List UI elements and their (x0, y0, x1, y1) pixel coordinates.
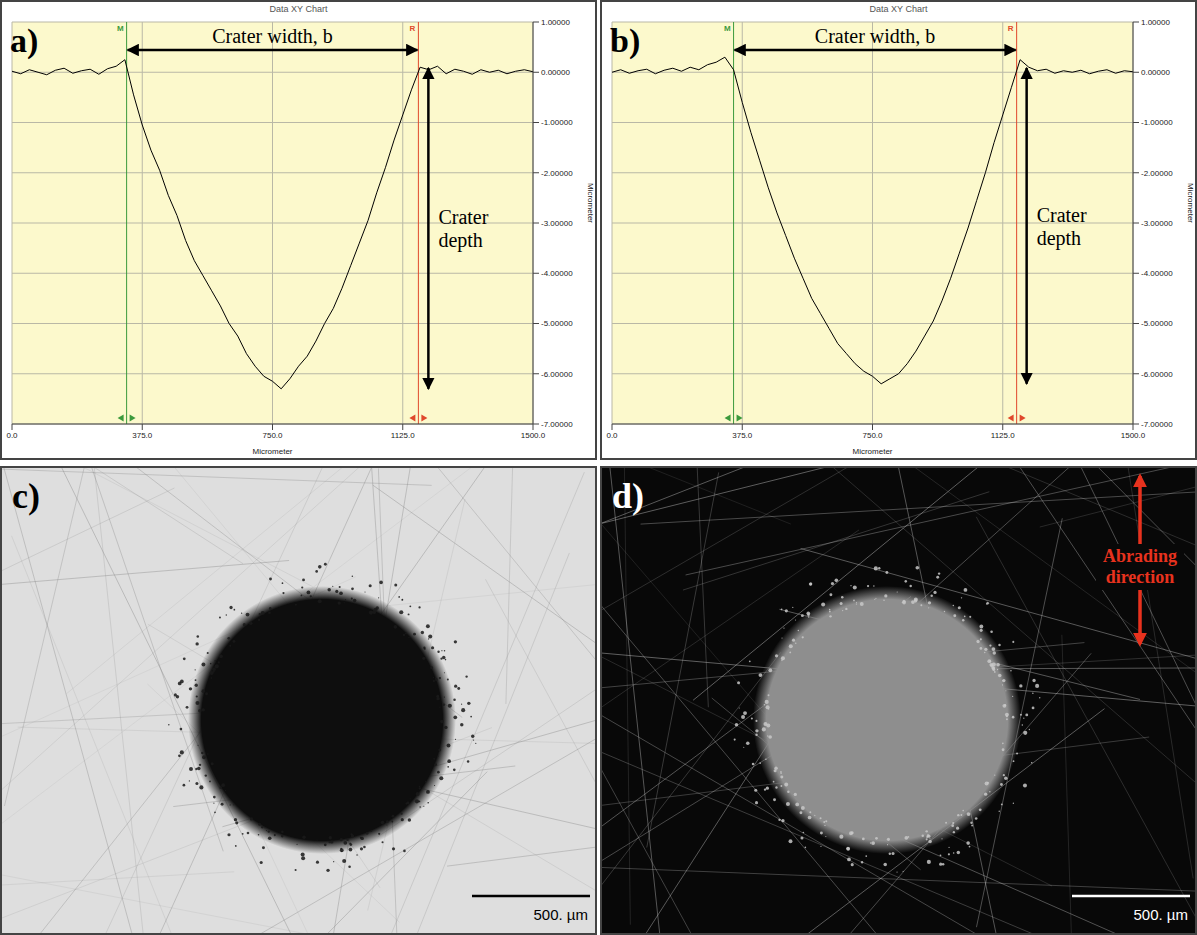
svg-text:R: R (1008, 24, 1014, 33)
svg-text:Crater width, b: Crater width, b (212, 25, 333, 47)
svg-text:0.0: 0.0 (606, 431, 618, 440)
svg-text:M: M (724, 24, 731, 33)
svg-text:-5.00000: -5.00000 (541, 319, 573, 328)
svg-text:Craterdepth: Craterdepth (1037, 204, 1087, 250)
svg-text:-2.00000: -2.00000 (541, 169, 573, 178)
svg-text:375.0: 375.0 (732, 431, 753, 440)
svg-text:-7.00000: -7.00000 (1141, 420, 1173, 429)
svg-text:-4.00000: -4.00000 (541, 269, 573, 278)
svg-text:-6.00000: -6.00000 (541, 370, 573, 379)
svg-text:500. µm: 500. µm (1134, 906, 1189, 923)
svg-text:0.00000: 0.00000 (1141, 68, 1170, 77)
svg-text:Abradingdirection: Abradingdirection (1103, 546, 1177, 587)
svg-text:Micrometer: Micrometer (586, 183, 595, 223)
svg-text:-3.00000: -3.00000 (541, 219, 573, 228)
svg-text:d): d) (612, 476, 644, 516)
svg-text:c): c) (12, 476, 40, 516)
svg-text:Crater width, b: Crater width, b (815, 25, 936, 47)
svg-text:-3.00000: -3.00000 (1141, 219, 1173, 228)
html-text:Data XY Chart: Data XY Chart (269, 4, 328, 14)
svg-text:-4.00000: -4.00000 (1141, 269, 1173, 278)
svg-text:1125.0: 1125.0 (391, 431, 415, 440)
svg-text:-2.00000: -2.00000 (1141, 169, 1173, 178)
svg-text:1.00000: 1.00000 (541, 18, 570, 27)
svg-text:500. µm: 500. µm (534, 906, 589, 923)
svg-text:M: M (117, 24, 124, 33)
svg-text:a): a) (10, 22, 38, 60)
svg-text:0.00000: 0.00000 (541, 68, 570, 77)
svg-text:1500.0: 1500.0 (1121, 431, 1146, 440)
svg-text:1125.0: 1125.0 (991, 431, 1015, 440)
svg-text:750.0: 750.0 (262, 431, 283, 440)
svg-text:-7.00000: -7.00000 (541, 420, 573, 429)
svg-text:375.0: 375.0 (132, 431, 153, 440)
svg-text:Craterdepth: Craterdepth (438, 206, 488, 252)
svg-text:Micrometer: Micrometer (852, 447, 892, 456)
svg-text:-5.00000: -5.00000 (1141, 319, 1173, 328)
svg-text:1.00000: 1.00000 (1141, 18, 1170, 27)
svg-text:-6.00000: -6.00000 (1141, 370, 1173, 379)
svg-text:b): b) (610, 22, 640, 60)
html-text:Data XY Chart: Data XY Chart (869, 4, 928, 14)
svg-text:Micrometer: Micrometer (1186, 183, 1195, 223)
svg-text:0.0: 0.0 (6, 431, 18, 440)
svg-text:R: R (410, 24, 416, 33)
svg-text:-1.00000: -1.00000 (541, 118, 573, 127)
svg-text:-1.00000: -1.00000 (1141, 118, 1173, 127)
svg-text:1500.0: 1500.0 (521, 431, 546, 440)
svg-text:750.0: 750.0 (862, 431, 883, 440)
svg-text:Micrometer: Micrometer (252, 447, 292, 456)
